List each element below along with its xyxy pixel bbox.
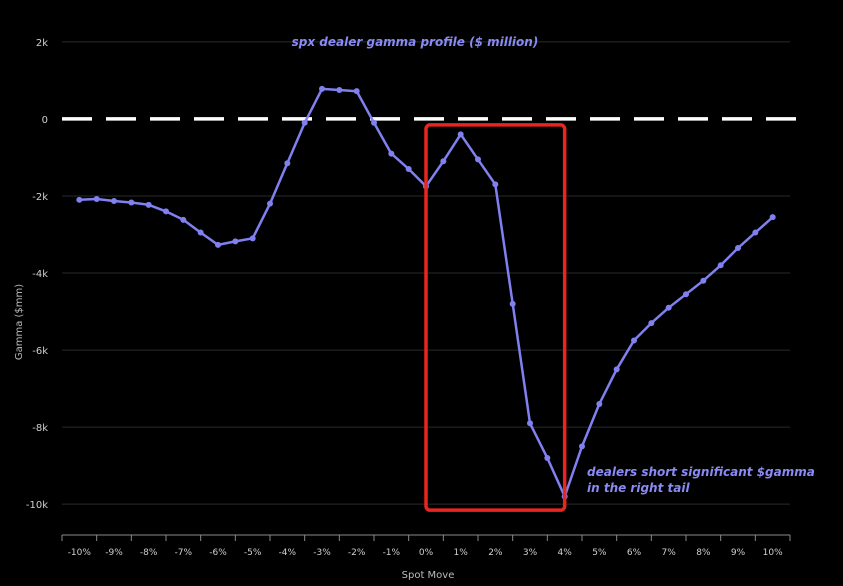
x-tick-label: -1% (383, 548, 401, 558)
data-point (93, 196, 100, 203)
data-point (145, 201, 152, 208)
x-tick-label: 3% (523, 548, 538, 558)
x-tick-label: -2% (348, 548, 366, 558)
data-point (596, 401, 603, 408)
x-tick-label: 1% (454, 548, 469, 558)
annotation-line-1: dealers short significant $gamma (587, 465, 815, 479)
y-tick-label: -10k (26, 500, 48, 511)
x-tick-label: 5% (592, 548, 607, 558)
data-point (631, 337, 637, 344)
y-tick-label: -6k (32, 346, 48, 357)
data-point (111, 197, 117, 204)
data-point (440, 158, 447, 165)
data-point (527, 420, 533, 427)
data-point (284, 160, 291, 167)
x-tick-label: 7% (662, 548, 677, 558)
y-tick-label: -2k (32, 192, 48, 203)
data-point (319, 85, 325, 92)
x-tick-label: 10% (763, 548, 783, 558)
x-tick-label: -4% (279, 548, 297, 558)
x-tick-label: 6% (627, 548, 642, 558)
data-point (232, 238, 239, 245)
highlight-box-group (424, 123, 567, 512)
data-point (665, 304, 672, 311)
x-tick-label: -3% (313, 548, 331, 558)
x-tick-label: -7% (175, 548, 193, 558)
x-axis: -10% -9% -8% -7% -6% -5% -4% -3% -2% -1% 0% 1% 2% 3% 4… (61, 534, 791, 558)
data-point (544, 454, 551, 461)
y-tick-label: 0 (42, 115, 48, 126)
data-point (249, 235, 256, 242)
y-tick-label: -8k (32, 423, 48, 434)
y-tick-label: 2k (36, 38, 48, 49)
data-point (197, 229, 204, 236)
data-point (163, 208, 169, 215)
data-point (509, 300, 516, 307)
data-point (405, 165, 412, 172)
data-point (769, 214, 776, 221)
data-point (301, 119, 308, 126)
x-tick-label: 0% (419, 548, 434, 558)
x-tick-label: -10% (68, 548, 92, 558)
annotation-line-2: in the right tail (587, 481, 690, 495)
data-point (613, 366, 620, 373)
data-point (752, 229, 759, 236)
data-point (128, 199, 135, 206)
x-tick-label: 2% (488, 548, 503, 558)
data-point (579, 443, 585, 450)
data-point (683, 291, 689, 298)
data-point (457, 131, 464, 138)
data-point (475, 156, 481, 163)
x-axis-label: Spot Move (402, 570, 455, 581)
x-tick-label: -9% (105, 548, 123, 558)
data-point (700, 277, 707, 284)
chart-title: spx dealer gamma profile ($ million) (292, 35, 539, 49)
data-point (180, 216, 187, 223)
x-tick-label: 4% (558, 548, 573, 558)
annotation: dealers short significant $gamma in the … (587, 465, 815, 495)
y-axis-ticks: 2k 0 -2k -4k -6k -8k -10k (26, 38, 48, 511)
data-point (735, 244, 741, 251)
y-tick-label: -4k (32, 269, 48, 280)
data-point (388, 150, 395, 157)
x-tick-label: 9% (731, 548, 746, 558)
data-point (336, 87, 343, 94)
x-tick-label: -6% (209, 548, 227, 558)
data-point (492, 181, 499, 188)
x-tick-label: 8% (696, 548, 711, 558)
y-axis-label: Gamma ($mm) (14, 284, 25, 360)
highlight-box (424, 123, 567, 512)
data-point (648, 320, 655, 327)
x-tick-label: -5% (244, 548, 262, 558)
data-point (215, 241, 221, 248)
data-point (717, 262, 724, 269)
data-point (371, 119, 377, 126)
data-point (267, 200, 273, 207)
x-tick-label: -8% (140, 548, 158, 558)
data-point (76, 196, 83, 203)
data-point (353, 88, 360, 95)
